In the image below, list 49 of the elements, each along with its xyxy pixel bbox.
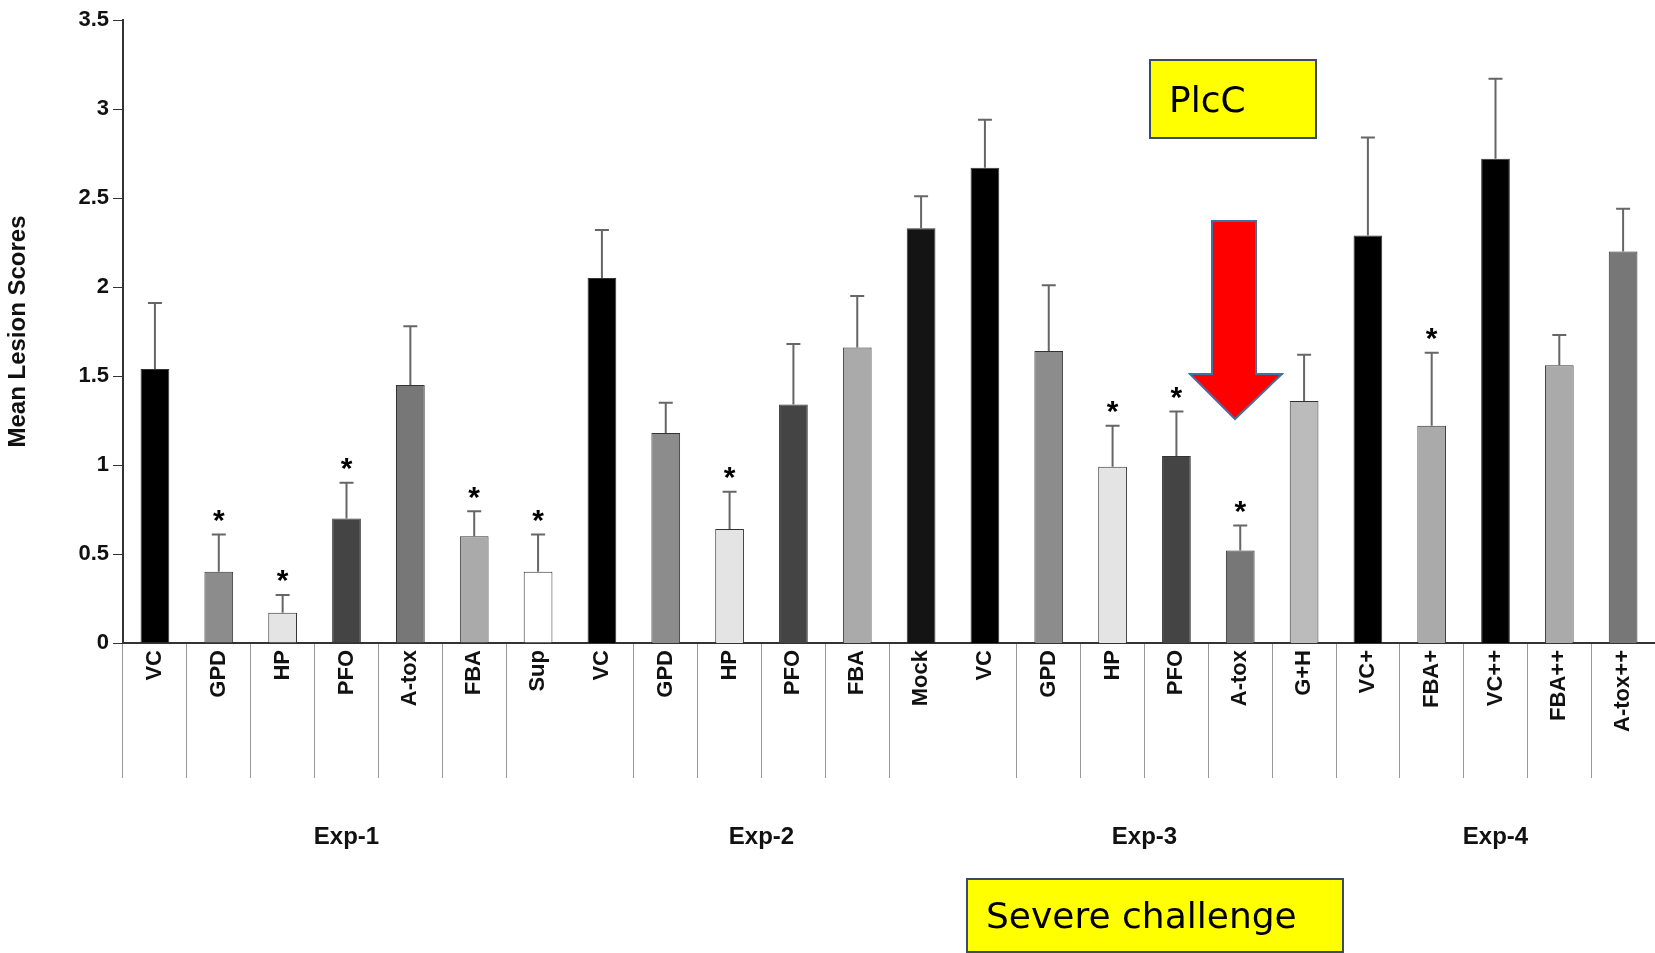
- data-label: *: [212, 502, 225, 536]
- x-tick-label: A-tox++: [1609, 650, 1635, 732]
- x-tick-label: Sup: [524, 650, 550, 692]
- x-tick-label: FBA+: [1417, 650, 1443, 709]
- x-tick-label: HP: [268, 650, 294, 681]
- x-tick-label: A-tox: [396, 649, 422, 707]
- data-label: *: [468, 479, 481, 513]
- x-tick-label: GPD: [204, 650, 230, 698]
- x-tick-label: VC: [970, 649, 996, 681]
- x-tick-label: PFO: [779, 650, 805, 696]
- y-tick-label: 3: [96, 95, 109, 121]
- x-tick-label: VC+: [1353, 650, 1379, 694]
- y-tick-label: 0.5: [78, 540, 109, 566]
- x-tick-label: Mock: [907, 649, 933, 707]
- x-tick-label: HP: [1098, 650, 1124, 681]
- data-label: *: [1234, 493, 1247, 527]
- y-tick-label: 3.5: [78, 6, 109, 32]
- x-tick-label: FBA++: [1545, 650, 1571, 721]
- x-tick-label: PFO: [332, 650, 358, 696]
- y-axis-title: Mean Lesion Scores: [3, 215, 31, 448]
- x-axis-title: Exp-4: [1462, 822, 1529, 850]
- x-axis-title: Exp-1: [313, 822, 380, 850]
- x-tick-label: VC++: [1481, 650, 1507, 707]
- data-label: *: [532, 502, 545, 536]
- data-label: *: [1425, 321, 1438, 355]
- x-tick-label: VC: [140, 649, 166, 681]
- x-tick-label: A-tox: [1226, 649, 1252, 707]
- data-label: *: [1170, 379, 1183, 413]
- annotation: PlcC: [1149, 59, 1317, 139]
- x-tick-label: GPD: [1034, 650, 1060, 698]
- y-tick-label: 1.5: [78, 362, 109, 388]
- data-label: *: [723, 459, 736, 493]
- text: Severe challenge: [966, 878, 1344, 953]
- x-tick-label: VC: [587, 649, 613, 681]
- x-tick-label: GPD: [651, 650, 677, 698]
- y-tick-label: 2: [96, 273, 109, 299]
- data-label: *: [340, 451, 353, 485]
- y-tick-label: 2.5: [78, 184, 109, 210]
- x-tick-label: G+H: [1290, 650, 1316, 696]
- y-tick-label: 1: [96, 451, 109, 477]
- data-label: *: [276, 563, 289, 597]
- data-label: *: [1106, 394, 1119, 428]
- x-tick-label: FBA: [460, 649, 486, 696]
- x-axis-title: Exp-3: [1111, 822, 1178, 850]
- x-tick-label: HP: [715, 650, 741, 681]
- x-axis-title: Exp-2: [728, 822, 795, 850]
- x-tick-label: PFO: [1162, 650, 1188, 696]
- x-tick-label: FBA: [843, 649, 869, 696]
- y-tick-label: 0: [96, 629, 109, 655]
